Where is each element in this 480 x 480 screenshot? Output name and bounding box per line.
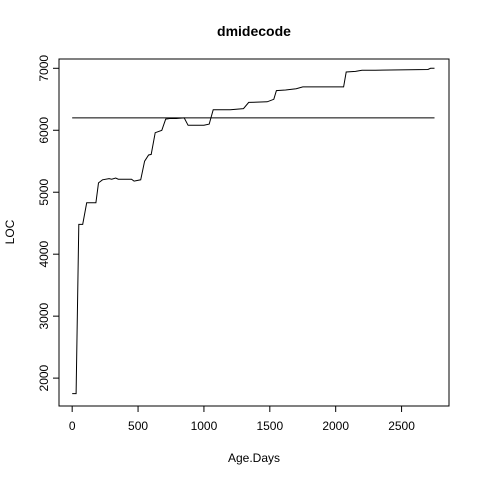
series-line <box>72 67 435 395</box>
chart-title: dmidecode <box>217 23 291 39</box>
x-tick-label: 2000 <box>322 419 349 433</box>
x-axis-label: Age.Days <box>228 451 280 465</box>
x-tick-label: 500 <box>128 419 148 433</box>
x-tick-label: 0 <box>69 419 76 433</box>
x-tick-label: 1000 <box>191 419 218 433</box>
y-tick-label: 7000 <box>37 55 51 82</box>
y-axis: 2000 3000 4000 5000 6000 7000 <box>37 55 60 391</box>
x-axis: 0 500 1000 1500 2000 2500 <box>69 405 415 433</box>
x-tick-label: 1500 <box>256 419 283 433</box>
y-axis-label: LOC <box>3 219 17 244</box>
plot-marks <box>72 67 435 395</box>
y-tick-label: 2000 <box>37 364 51 391</box>
y-tick-label: 4000 <box>37 241 51 268</box>
y-tick-label: 3000 <box>37 302 51 329</box>
y-tick-label: 6000 <box>37 117 51 144</box>
y-tick-label: 5000 <box>37 179 51 206</box>
x-tick-label: 2500 <box>388 419 415 433</box>
